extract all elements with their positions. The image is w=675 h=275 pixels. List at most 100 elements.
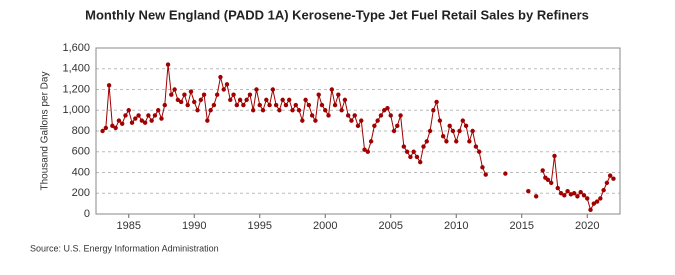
- data-point: [228, 97, 233, 103]
- data-point: [339, 108, 344, 113]
- data-point: [444, 139, 449, 144]
- data-point: [306, 102, 312, 108]
- x-tick-label: 1985: [117, 220, 141, 232]
- data-point: [149, 118, 154, 123]
- data-point: [332, 102, 338, 108]
- data-point: [476, 149, 482, 154]
- data-point: [437, 118, 443, 123]
- data-point: [303, 97, 308, 103]
- y-tick-label: 600: [72, 146, 90, 158]
- data-point: [342, 97, 348, 103]
- data-point: [116, 118, 122, 123]
- data-point: [588, 207, 593, 213]
- data-point: [270, 87, 276, 92]
- data-point: [473, 144, 479, 149]
- y-tick-label: 0: [84, 208, 90, 220]
- data-point: [172, 87, 177, 92]
- data-point: [329, 87, 334, 92]
- data-point: [293, 102, 298, 108]
- y-axis-label: Thousand Gallons per Day: [40, 72, 51, 191]
- data-point: [375, 118, 380, 123]
- data-point: [355, 123, 361, 129]
- data-point: [552, 153, 557, 159]
- data-point: [349, 118, 354, 123]
- data-point: [231, 92, 236, 97]
- data-point: [463, 123, 469, 129]
- data-point: [470, 128, 475, 134]
- data-point: [526, 188, 531, 194]
- data-point: [221, 87, 226, 92]
- data-point: [123, 113, 128, 118]
- data-point: [359, 118, 364, 123]
- data-point: [156, 108, 161, 113]
- data-point: [185, 102, 190, 108]
- data-point: [214, 92, 220, 97]
- data-point: [110, 123, 115, 129]
- data-point: [192, 99, 197, 105]
- data-point: [480, 165, 485, 170]
- data-point: [434, 99, 439, 105]
- data-point: [287, 97, 292, 103]
- data-point: [578, 190, 583, 195]
- data-point: [447, 123, 452, 129]
- data-point: [408, 154, 413, 160]
- data-point: [211, 102, 217, 108]
- data-point: [585, 196, 590, 201]
- data-point: [555, 185, 560, 191]
- data-point: [427, 128, 433, 134]
- data-point: [611, 176, 616, 181]
- y-tick-label: 1,600: [62, 42, 90, 54]
- data-point: [146, 113, 151, 118]
- data-point: [224, 82, 230, 87]
- data-point: [205, 118, 210, 123]
- data-point: [460, 118, 465, 123]
- x-tick-label: 2005: [379, 220, 403, 232]
- data-point: [175, 97, 181, 103]
- y-tick-label: 200: [72, 187, 90, 199]
- data-point: [113, 125, 118, 131]
- data-point: [313, 118, 318, 123]
- source-note: Source: U.S. Energy Information Administ…: [30, 243, 219, 253]
- data-point: [237, 97, 243, 103]
- data-point: [575, 194, 580, 199]
- data-point: [378, 113, 384, 118]
- data-point: [133, 116, 138, 121]
- x-tick-label: 2015: [510, 220, 534, 232]
- y-tick-label: 400: [72, 166, 90, 178]
- data-point: [454, 139, 459, 144]
- data-point: [106, 83, 112, 88]
- data-point: [591, 201, 596, 206]
- plot-frame: [95, 47, 621, 215]
- chart-title: Monthly New England (PADD 1A) Kerosene-T…: [85, 7, 589, 22]
- data-point: [316, 92, 321, 97]
- data-point: [277, 108, 282, 113]
- data-point: [162, 102, 167, 108]
- data-point: [136, 113, 141, 118]
- data-point: [483, 172, 488, 177]
- data-point: [139, 118, 145, 123]
- data-point: [195, 108, 200, 113]
- data-point: [450, 128, 456, 134]
- data-point: [159, 116, 164, 121]
- data-point: [598, 196, 603, 201]
- data-point: [549, 180, 554, 186]
- data-point: [581, 193, 587, 198]
- data-point: [385, 105, 390, 111]
- data-point: [398, 113, 403, 118]
- data-point: [382, 108, 387, 113]
- data-point: [142, 120, 148, 125]
- data-point: [545, 177, 551, 182]
- data-point: [182, 92, 187, 97]
- data-point: [129, 120, 135, 125]
- y-tick-label: 1,200: [62, 83, 90, 95]
- data-point: [336, 92, 341, 97]
- y-tick-label: 1,000: [62, 104, 90, 116]
- data-point: [323, 108, 328, 113]
- data-point: [126, 108, 131, 113]
- data-point: [365, 149, 371, 154]
- data-point: [165, 62, 171, 67]
- data-point: [601, 187, 606, 193]
- data-point: [103, 125, 109, 131]
- data-point: [457, 128, 462, 134]
